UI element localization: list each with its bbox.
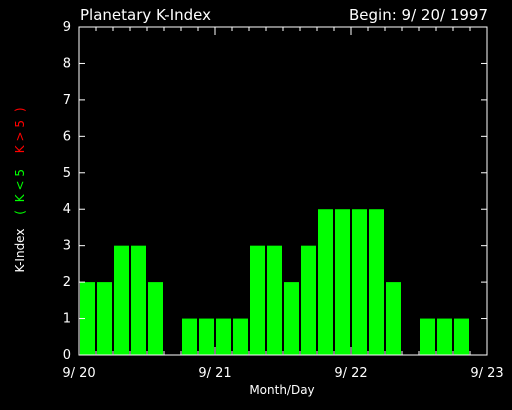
y-tick-label-4: 4 — [63, 202, 71, 217]
y-axis-label: K-Index ( K < 5 K > 5 ) — [13, 107, 27, 272]
bar-9 — [233, 318, 248, 355]
x-tick-label-3: 9/ 23 — [470, 366, 503, 381]
bar-12 — [284, 282, 299, 355]
y-tick-label-9: 9 — [63, 20, 71, 35]
y-axis-label-high: K > 5 — [13, 120, 27, 153]
bar-22 — [454, 318, 469, 355]
y-tick-label-7: 7 — [63, 93, 71, 108]
bar-13 — [301, 245, 316, 355]
y-tick-label-8: 8 — [63, 56, 71, 71]
x-tick-label-0: 9/ 20 — [62, 366, 95, 381]
y-tick-label-2: 2 — [63, 275, 71, 290]
x-tick-label-2: 9/ 22 — [334, 366, 367, 381]
x-tick-labels: 9/ 20 9/ 21 9/ 22 9/ 23 — [62, 366, 503, 381]
bar-7 — [199, 318, 214, 355]
bar-16 — [352, 209, 367, 355]
y-axis-label-close: ) — [13, 107, 27, 112]
bar-21 — [437, 318, 452, 355]
y-tick-label-6: 6 — [63, 129, 71, 144]
axes-group — [78, 26, 488, 356]
y-tick-label-1: 1 — [63, 312, 71, 327]
bar-15 — [335, 209, 350, 355]
y-tick-label-0: 0 — [63, 348, 71, 363]
bar-8 — [216, 318, 231, 355]
bar-4 — [148, 282, 163, 355]
bar-14 — [318, 209, 333, 355]
y-axis-label-open: ( — [13, 210, 27, 215]
y-axis-label-low: K < 5 — [13, 169, 27, 202]
bar-1 — [97, 282, 112, 355]
y-tick-label-5: 5 — [63, 166, 71, 181]
bar-3 — [131, 245, 146, 355]
bar-10 — [250, 245, 265, 355]
bar-6 — [182, 318, 197, 355]
bars-group — [80, 209, 469, 355]
bar-18 — [386, 282, 401, 355]
bar-17 — [369, 209, 384, 355]
bar-0 — [80, 282, 95, 355]
begin-date-label: Begin: 9/ 20/ 1997 — [349, 6, 488, 24]
y-tick-labels: 0 1 2 3 4 5 6 7 8 9 — [63, 20, 71, 363]
y-axis-label-prefix: K-Index — [13, 229, 27, 273]
bar-20 — [420, 318, 435, 355]
bar-2 — [114, 245, 129, 355]
chart-title: Planetary K-Index — [80, 6, 211, 24]
y-tick-label-3: 3 — [63, 239, 71, 254]
bar-11 — [267, 245, 282, 355]
x-axis-label: Month/Day — [249, 383, 314, 397]
x-tick-label-1: 9/ 21 — [198, 366, 231, 381]
